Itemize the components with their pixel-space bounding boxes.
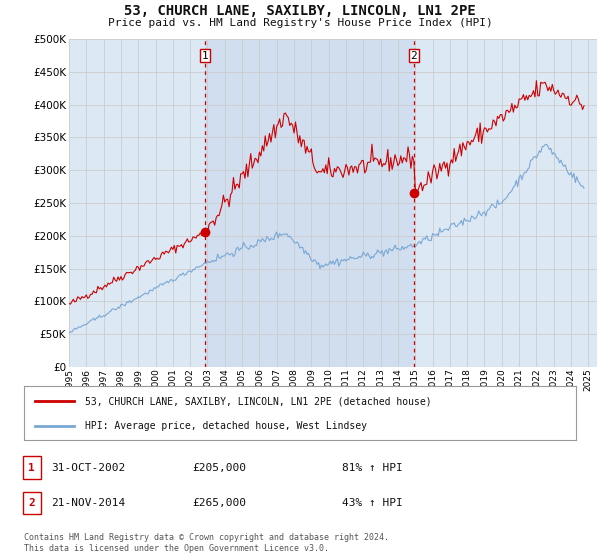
Text: £205,000: £205,000 [192,463,246,473]
Text: 53, CHURCH LANE, SAXILBY, LINCOLN, LN1 2PE: 53, CHURCH LANE, SAXILBY, LINCOLN, LN1 2… [124,4,476,18]
Text: Price paid vs. HM Land Registry's House Price Index (HPI): Price paid vs. HM Land Registry's House … [107,18,493,28]
Text: 21-NOV-2014: 21-NOV-2014 [51,498,125,508]
Text: HPI: Average price, detached house, West Lindsey: HPI: Average price, detached house, West… [85,421,367,431]
Text: 1: 1 [201,50,208,60]
Text: £265,000: £265,000 [192,498,246,508]
Text: 81% ↑ HPI: 81% ↑ HPI [342,463,403,473]
Text: 53, CHURCH LANE, SAXILBY, LINCOLN, LN1 2PE (detached house): 53, CHURCH LANE, SAXILBY, LINCOLN, LN1 2… [85,396,431,407]
Bar [205,39,414,367]
Text: 43% ↑ HPI: 43% ↑ HPI [342,498,403,508]
Text: 2: 2 [410,50,417,60]
Text: Contains HM Land Registry data © Crown copyright and database right 2024.
This d: Contains HM Land Registry data © Crown c… [24,533,389,553]
Text: 31-OCT-2002: 31-OCT-2002 [51,463,125,473]
Text: 2: 2 [28,498,35,508]
Text: 1: 1 [28,463,35,473]
